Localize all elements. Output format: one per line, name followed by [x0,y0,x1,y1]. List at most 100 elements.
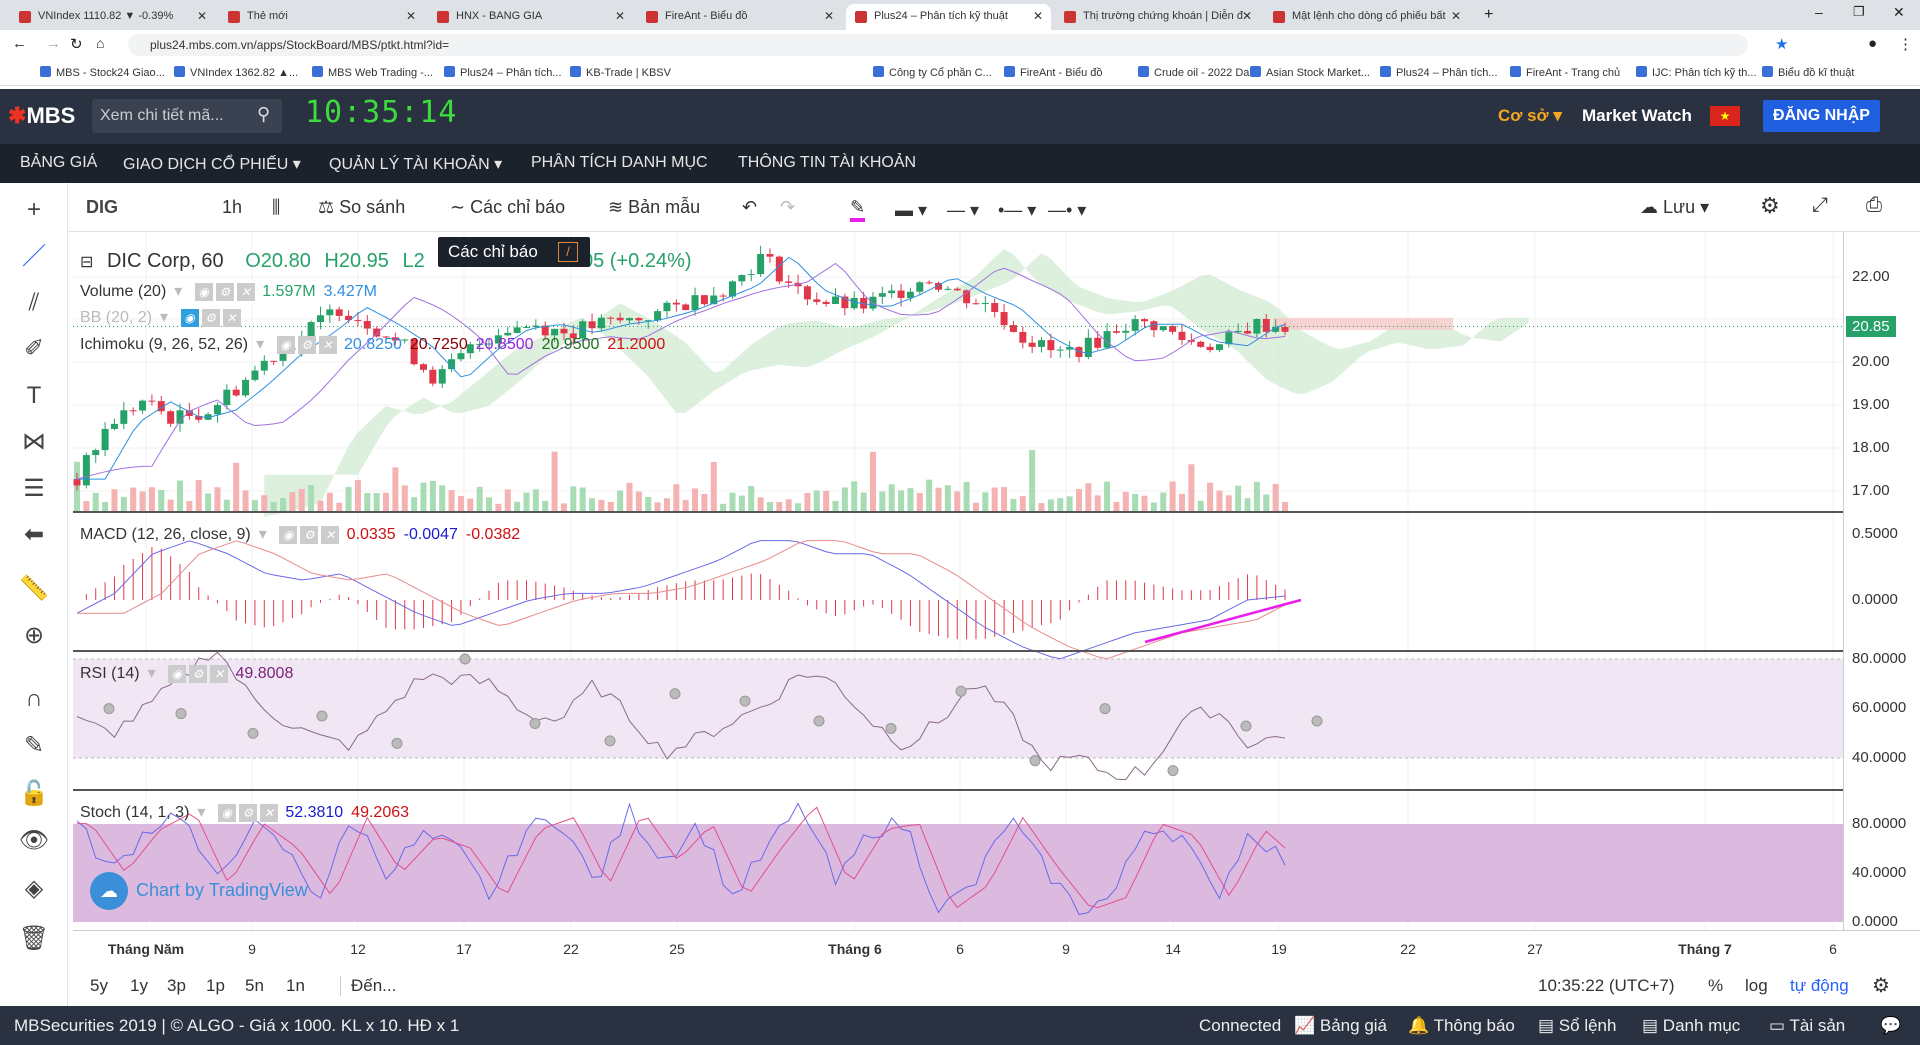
chat-icon[interactable]: 💬 [1880,1016,1902,1035]
close-tab-icon[interactable]: ✕ [1032,9,1043,23]
pane-divider[interactable] [73,650,1920,652]
redo-icon[interactable]: ↷ [780,197,796,217]
bookmark[interactable]: VNIndex 1362.82 ▲... [174,66,298,79]
close-tab-icon[interactable]: ✕ [1241,9,1252,23]
nav-price-board[interactable]: BẢNG GIÁ [20,154,98,171]
nav-account-info[interactable]: THÔNG TIN TÀI KHOẢN [738,154,917,171]
range-3m[interactable]: 3p [167,976,186,995]
bookmark-star-icon[interactable]: ★ [1775,36,1789,53]
bookmark[interactable]: FireAnt - Trang chủ [1510,66,1620,79]
search-icon[interactable]: ⚲ [257,104,271,124]
time-axis[interactable]: Tháng Năm 9 12 17 22 25 Tháng 6 6 9 14 19 22 27 Tháng… [73,930,1920,965]
menu-icon[interactable]: ⋮ [1898,36,1913,53]
browser-tab[interactable]: Mật lệnh cho dòng cổ phiếu bất ✕ [1264,4,1469,30]
stoch-title[interactable]: Stoch (14, 1, 3) [80,804,190,821]
eye-hidden-icon[interactable]: ◉ [180,309,199,327]
log-toggle[interactable]: log [1745,976,1768,995]
browser-tab[interactable]: HNX - BANG GIA ✕ [428,4,633,30]
undo-icon[interactable]: ↶ [742,197,758,217]
back-arrow-icon[interactable]: ⬅ [23,521,45,548]
pane-divider[interactable] [73,789,1920,791]
trash-icon[interactable]: 🗑 [18,925,50,952]
line-width-dropdown[interactable]: ▬ ▾ [895,200,928,220]
nav-account-management[interactable]: QUẢN LÝ TÀI KHOẢN ▾ [329,156,503,173]
eye-icon[interactable]: ◉ [168,665,187,683]
gear-icon[interactable]: ⚙ [300,526,319,544]
eye-icon[interactable]: 👁 [18,827,50,854]
tradingview-watermark[interactable]: ☁ Chart by TradingView [90,872,308,910]
new-tab-button[interactable]: + [1484,6,1494,23]
goto-date-button[interactable]: Đến... [340,976,396,996]
compare-button[interactable]: ⚖ So sánh [318,197,405,218]
lock-drawing-icon[interactable]: ✎ [23,732,45,759]
pitchfork-icon[interactable]: ⫽ [28,289,40,316]
status-notifications[interactable]: 🔔 Thông báo [1408,1016,1515,1035]
timezone-clock[interactable]: 10:35:22 (UTC+7) [1538,976,1675,995]
range-1y[interactable]: 1y [130,976,148,995]
close-tab-icon[interactable]: ✕ [823,9,834,23]
gear-icon[interactable]: ⚙ [201,309,220,327]
account-type-dropdown[interactable]: Cơ sở ▾ [1498,106,1562,125]
minimize-button[interactable]: – [1815,4,1823,20]
bookmark[interactable]: Công ty Cổ phần C... [873,66,992,79]
bookmark[interactable]: Crude oil - 2022 Da... [1138,66,1259,79]
bookmark[interactable]: Asian Stock Market... [1250,66,1370,79]
ichimoku-title[interactable]: Ichimoku (9, 26, 52, 26) [80,336,249,353]
eye-icon[interactable]: ◉ [279,526,298,544]
settings-gear-icon[interactable]: ⚙ [1760,193,1780,218]
symbol-input[interactable]: DIG [86,197,119,217]
reload-icon[interactable]: ↻ [70,36,83,53]
bookmark[interactable]: Plus24 – Phân tích... [444,66,562,79]
line-style-dropdown[interactable]: — ▾ [947,200,980,220]
bookmark[interactable]: Plus24 – Phân tích... [1380,66,1498,79]
gear-icon[interactable]: ⚙ [189,665,208,683]
close-tab-icon[interactable]: ✕ [196,9,207,23]
gear-icon[interactable]: ⚙ [238,804,257,822]
browser-tab[interactable]: VNIndex 1110.82 ▼ -0.39% ✕ [10,4,215,30]
pattern-icon[interactable]: ⋈ [22,428,46,455]
macd-title[interactable]: MACD (12, 26, close, 9) [80,526,251,543]
mbs-logo[interactable]: ✱MBS [8,103,75,129]
home-icon[interactable]: ⌂ [96,35,105,51]
range-1d[interactable]: 1n [286,976,305,995]
layers-icon[interactable]: ◈ [24,875,44,902]
vietnam-flag-icon[interactable]: ★ [1710,106,1740,126]
prediction-icon[interactable]: ☰ [23,475,45,502]
eye-icon[interactable]: ◉ [276,336,295,354]
axis-settings-gear-icon[interactable]: ⚙ [1872,975,1890,997]
price-axis[interactable]: 22.00 20.00 19.00 18.00 17.00 20.85 0.50… [1843,232,1920,930]
fullscreen-icon[interactable]: ⤢ [1812,194,1828,216]
close-icon[interactable]: ✕ [210,665,229,683]
forward-icon[interactable]: → [46,35,61,52]
collapse-icon[interactable]: ⊟ [80,254,94,271]
zoom-in-icon[interactable]: ⊕ [23,622,45,649]
rsi-title[interactable]: RSI (14) [80,665,140,682]
line-start-dropdown[interactable]: •— ▾ [998,200,1037,220]
close-tab-icon[interactable]: ✕ [614,9,625,23]
profile-icon[interactable]: ● [1868,35,1878,52]
back-icon[interactable]: ← [12,35,27,52]
crosshair-icon[interactable]: + [26,196,41,223]
bookmark[interactable]: KB-Trade | KBSV [570,66,671,79]
text-icon[interactable]: T [26,382,42,409]
close-window-button[interactable]: ✕ [1893,4,1905,20]
lock-icon[interactable]: 🔓 [19,780,49,807]
percent-toggle[interactable]: % [1708,976,1724,995]
nav-portfolio-analysis[interactable]: PHÂN TÍCH DANH MỤC [531,154,708,171]
close-icon[interactable]: ✕ [318,336,337,354]
range-5d[interactable]: 5n [245,976,264,995]
close-icon[interactable]: ✕ [236,283,255,301]
close-icon[interactable]: ✕ [321,526,340,544]
status-order-book[interactable]: ▤ Sổ lệnh [1538,1016,1617,1035]
candle-style-icon[interactable]: ⫼ [272,197,281,217]
browser-tab[interactable]: Thẻ mới ✕ [219,4,424,30]
gear-icon[interactable]: ⚙ [215,283,234,301]
series-title[interactable]: DIC Corp, 60 [106,250,224,272]
price-chart[interactable] [73,232,1843,930]
status-assets[interactable]: ▭ Tài sản [1769,1016,1846,1035]
bb-title[interactable]: BB (20, 2) [80,309,153,326]
close-icon[interactable]: ✕ [222,309,241,327]
bookmark[interactable]: MBS - Stock24 Giao... [40,66,165,79]
symbol-search[interactable]: Xem chi tiết mã... ⚲ [92,99,282,133]
nav-stock-trading[interactable]: GIAO DỊCH CỔ PHIẾU ▾ [123,156,301,173]
